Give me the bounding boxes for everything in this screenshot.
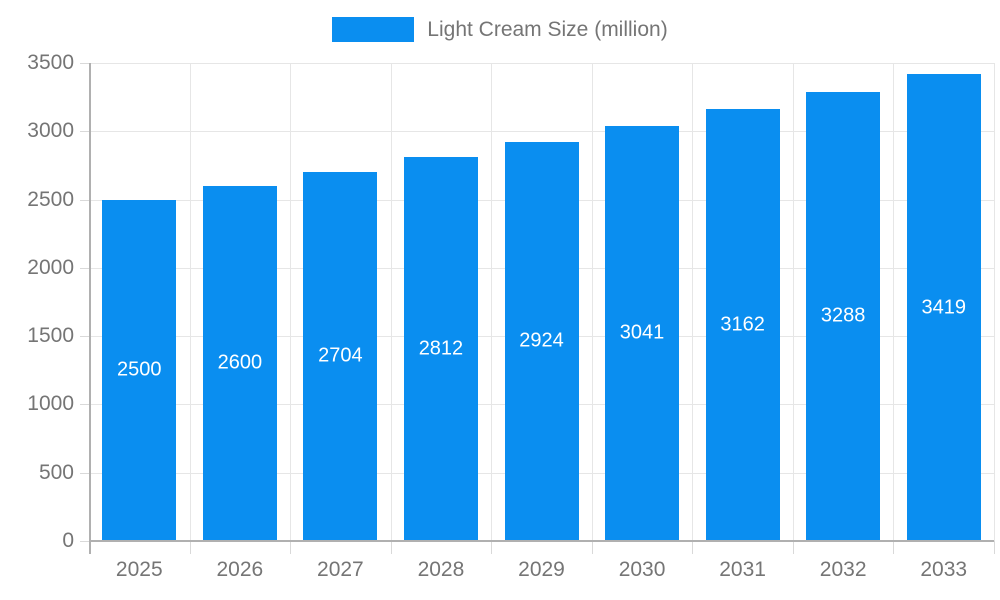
bar: 3288 [806,91,881,541]
x-axis-label: 2030 [618,558,666,581]
y-axis-label: 500 [38,460,74,484]
y-gridline [89,63,994,64]
x-gridline [591,63,593,541]
x-gridline [189,63,191,541]
x-tick [189,541,191,554]
bar-value-label: 3041 [619,321,665,344]
bar-value-label: 2600 [217,351,263,374]
x-gridline [692,63,694,541]
bar: 2600 [202,185,277,541]
y-tick [80,199,89,201]
bar: 2924 [504,141,579,541]
bar-value-label: 3288 [820,304,866,327]
x-axis-label: 2026 [216,558,264,581]
y-tick [80,336,89,338]
y-tick [80,472,89,474]
y-tick [80,131,89,133]
x-axis-line [89,540,994,542]
legend-label[interactable]: Light Cream Size (million) [427,17,668,41]
y-tick [80,267,89,269]
bar-value-label: 2500 [117,358,162,381]
bar-value-label: 3419 [921,296,966,319]
bar: 2704 [303,171,378,541]
bar: 2812 [403,156,478,541]
y-axis-label: 0 [62,529,74,552]
x-gridline [290,63,292,541]
x-axis-label: 2033 [920,558,968,581]
x-tick [792,541,794,554]
legend-swatch[interactable] [332,17,415,42]
y-tick [80,541,89,542]
x-tick [491,541,493,554]
bar-value-label: 2924 [519,329,564,352]
legend: Light Cream Size (million) [0,17,1000,42]
x-tick [994,541,995,554]
bar: 3162 [705,109,780,541]
x-gridline [491,63,493,541]
bar: 3419 [906,74,981,541]
x-tick [893,541,895,554]
y-tick [80,63,89,64]
x-tick [591,541,593,554]
bar: 2500 [102,199,177,541]
y-gridline [89,131,994,133]
x-axis-label: 2025 [115,558,163,581]
y-tick [80,404,89,406]
x-axis-label: 2027 [317,558,364,581]
x-gridline [994,63,995,541]
x-gridline [792,63,794,541]
bar-value-label: 2704 [318,344,363,367]
bar: 3041 [605,125,680,541]
x-axis-label: 2028 [417,558,465,581]
y-axis-label: 3500 [27,51,74,74]
y-axis-label: 1500 [27,324,74,348]
x-gridline [390,63,392,541]
bar-value-label: 2812 [418,337,464,360]
x-axis-label: 2031 [719,558,766,581]
x-gridline [893,63,895,541]
y-axis-label: 3000 [27,119,74,143]
x-tick [290,541,292,554]
x-axis-label: 2032 [819,558,867,581]
x-tick [390,541,392,554]
x-axis-label: 2029 [518,558,565,581]
y-axis-line [89,63,91,554]
y-axis-label: 1000 [27,392,74,416]
y-axis-label: 2000 [27,255,74,279]
plot-area: 0 500 1000 1500 2000 2500 3000 3500 2500 2600 2704… [27,52,995,581]
x-tick [692,541,694,554]
bar-value-label: 3162 [720,313,765,336]
y-axis-label: 2500 [27,187,74,211]
